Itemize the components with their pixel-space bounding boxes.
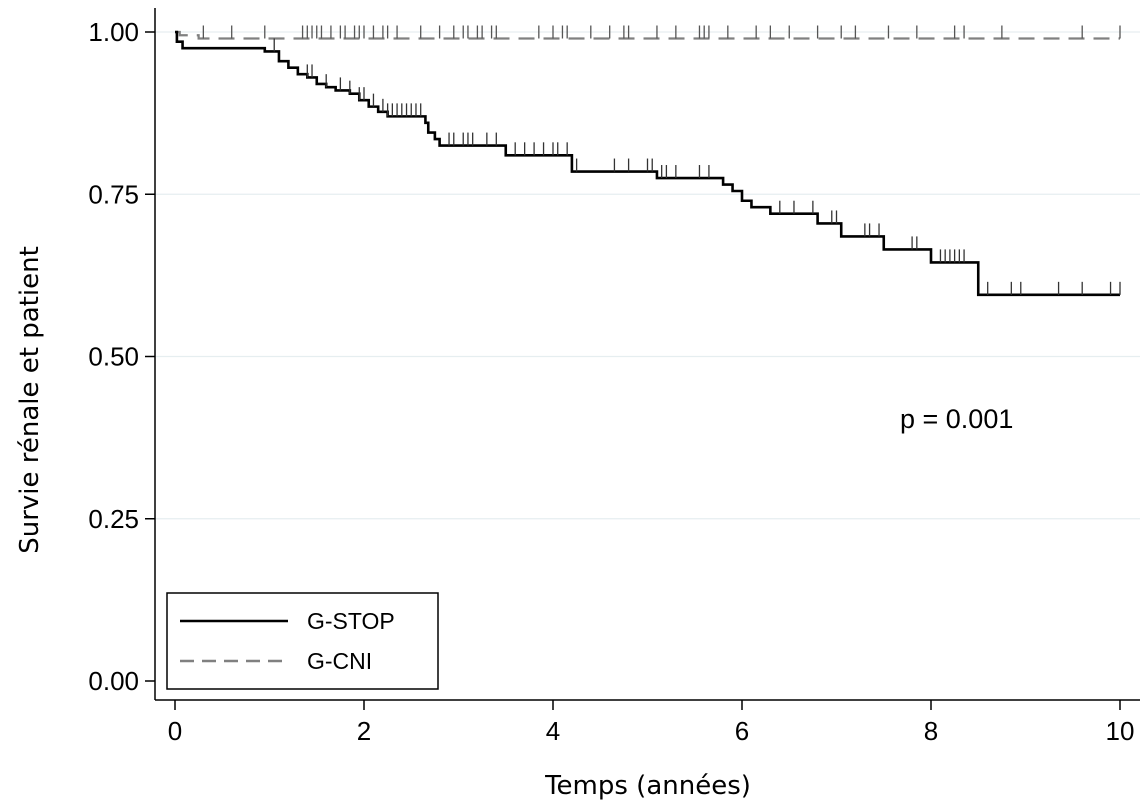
x-tick-label: 2 [357,716,371,746]
tick-labels: 0.00 0.25 0.50 0.75 1.00 0 2 4 6 8 10 [88,17,1134,746]
y-tick-label: 0.75 [88,179,139,209]
legend-label-g-stop: G-STOP [307,608,395,634]
p-value-annotation: p = 0.001 [900,404,1013,434]
x-tick-label: 0 [168,716,182,746]
y-tick-label: 0.00 [88,666,139,696]
y-tick-label: 0.50 [88,342,139,372]
y-axis-title: Survie rénale et patient [15,246,45,554]
legend: G-STOP G-CNI [166,592,439,690]
y-tick-label: 1.00 [88,17,139,47]
x-tick-label: 4 [546,716,560,746]
x-tick-label: 8 [924,716,938,746]
y-gridlines [155,31,1140,520]
x-tick-label: 10 [1106,716,1135,746]
x-axis-title: Temps (années) [544,771,751,801]
legend-label-g-cni: G-CNI [307,648,372,674]
legend-box [166,592,439,690]
y-tick-label: 0.25 [88,504,139,534]
series-line-g-stop [175,30,1120,297]
series-line-g-cni [175,30,1120,40]
survival-curves [175,25,1121,297]
axes [145,8,1140,710]
x-tick-label: 6 [735,716,749,746]
